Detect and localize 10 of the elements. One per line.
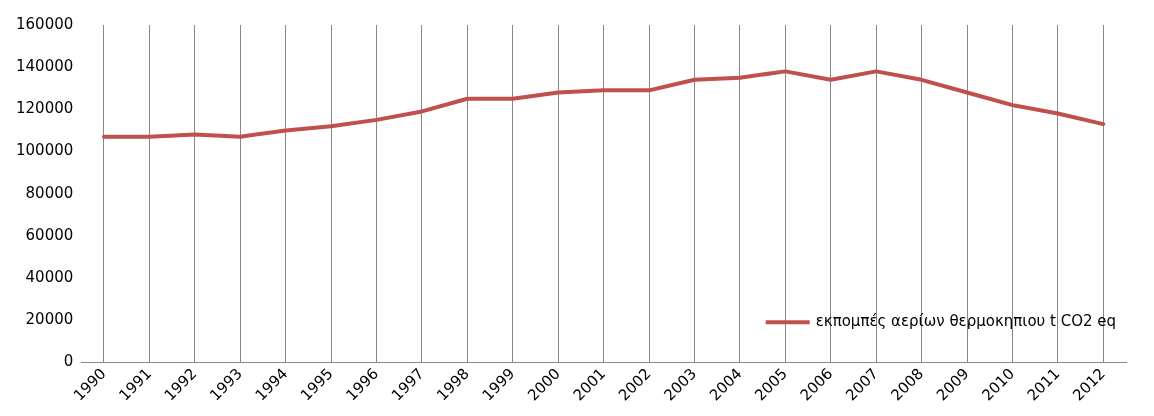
y-tick-label: 60000 bbox=[25, 225, 74, 244]
y-tick-label: 0 bbox=[63, 352, 74, 371]
y-tick-label: 100000 bbox=[16, 141, 74, 160]
y-tick-label: 20000 bbox=[25, 310, 74, 329]
y-tick-label: 160000 bbox=[16, 14, 74, 33]
legend-label: εκπομπές αερίων θερμοκηπιου t CO2 eq bbox=[815, 312, 1116, 331]
y-tick-label: 40000 bbox=[25, 267, 74, 286]
y-tick-label: 120000 bbox=[16, 99, 74, 118]
y-tick-label: 80000 bbox=[25, 183, 74, 202]
y-tick-label: 140000 bbox=[16, 57, 74, 76]
